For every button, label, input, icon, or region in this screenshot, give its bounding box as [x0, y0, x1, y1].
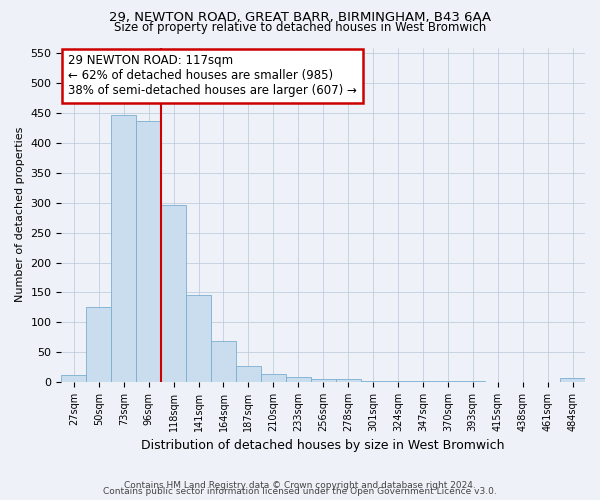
Y-axis label: Number of detached properties: Number of detached properties [15, 127, 25, 302]
Bar [386, 381, 410, 382]
X-axis label: Distribution of detached houses by size in West Bromwich: Distribution of detached houses by size … [142, 440, 505, 452]
Bar [311, 379, 335, 382]
Bar [286, 378, 311, 382]
Bar [211, 342, 236, 382]
Text: Contains public sector information licensed under the Open Government Licence v3: Contains public sector information licen… [103, 488, 497, 496]
Bar [560, 378, 585, 382]
Bar [261, 374, 286, 382]
Bar [61, 375, 86, 382]
Text: Contains HM Land Registry data © Crown copyright and database right 2024.: Contains HM Land Registry data © Crown c… [124, 481, 476, 490]
Bar [335, 379, 361, 382]
Bar [86, 307, 111, 382]
Bar [161, 205, 186, 382]
Text: Size of property relative to detached houses in West Bromwich: Size of property relative to detached ho… [114, 22, 486, 35]
Bar [236, 366, 261, 382]
Text: 29, NEWTON ROAD, GREAT BARR, BIRMINGHAM, B43 6AA: 29, NEWTON ROAD, GREAT BARR, BIRMINGHAM,… [109, 12, 491, 24]
Bar [136, 121, 161, 382]
Bar [361, 381, 386, 382]
Bar [111, 115, 136, 382]
Bar [186, 295, 211, 382]
Text: 29 NEWTON ROAD: 117sqm
← 62% of detached houses are smaller (985)
38% of semi-de: 29 NEWTON ROAD: 117sqm ← 62% of detached… [68, 54, 357, 98]
